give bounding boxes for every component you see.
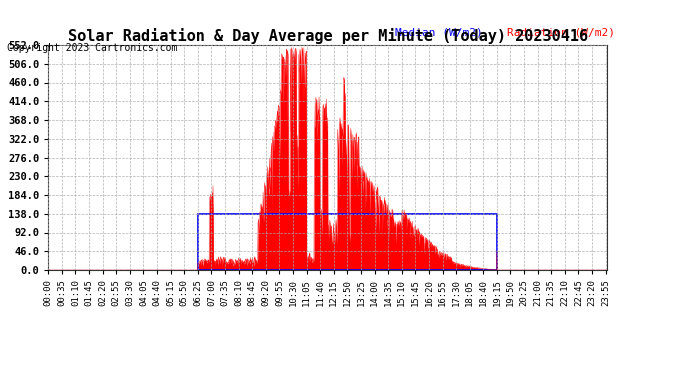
Title: Solar Radiation & Day Average per Minute (Today) 20230416: Solar Radiation & Day Average per Minute… — [68, 28, 588, 44]
Bar — [198, 214, 497, 270]
Text: Copyright 2023 Cartronics.com: Copyright 2023 Cartronics.com — [7, 43, 177, 52]
Text: Median (W/m2): Median (W/m2) — [395, 28, 482, 38]
Text: Radiation (W/m2): Radiation (W/m2) — [506, 28, 615, 38]
